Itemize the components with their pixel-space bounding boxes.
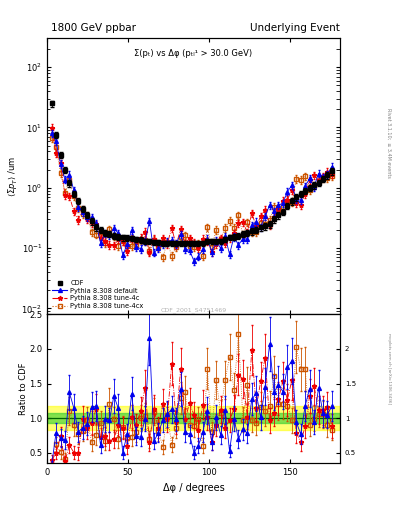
Y-axis label: Ratio to CDF: Ratio to CDF (19, 362, 28, 415)
Text: Underlying Event: Underlying Event (250, 23, 340, 33)
Legend: CDF, Pythia 8.308 default, Pythia 8.308 tune-4c, Pythia 8.308 tune-4cx: CDF, Pythia 8.308 default, Pythia 8.308 … (50, 278, 146, 311)
Y-axis label: $\langle\Sigma p_T^{}\rangle$ /um: $\langle\Sigma p_T^{}\rangle$ /um (7, 156, 20, 197)
Text: 1800 GeV ppbar: 1800 GeV ppbar (51, 23, 136, 33)
Text: CDF_2001_S4751469: CDF_2001_S4751469 (160, 307, 227, 313)
Text: mcplots.cern.ch [arXiv:1306.3436]: mcplots.cern.ch [arXiv:1306.3436] (387, 333, 391, 404)
Text: Σ(pₜ) vs Δφ (pₜₗ¹ > 30.0 GeV): Σ(pₜ) vs Δφ (pₜₗ¹ > 30.0 GeV) (134, 50, 253, 58)
Bar (47, 413, 340, 423)
Bar (47, 407, 340, 430)
Text: Rivet 3.1.10;  ≥ 3.4M events: Rivet 3.1.10; ≥ 3.4M events (386, 109, 391, 178)
X-axis label: Δφ / degrees: Δφ / degrees (163, 483, 224, 493)
